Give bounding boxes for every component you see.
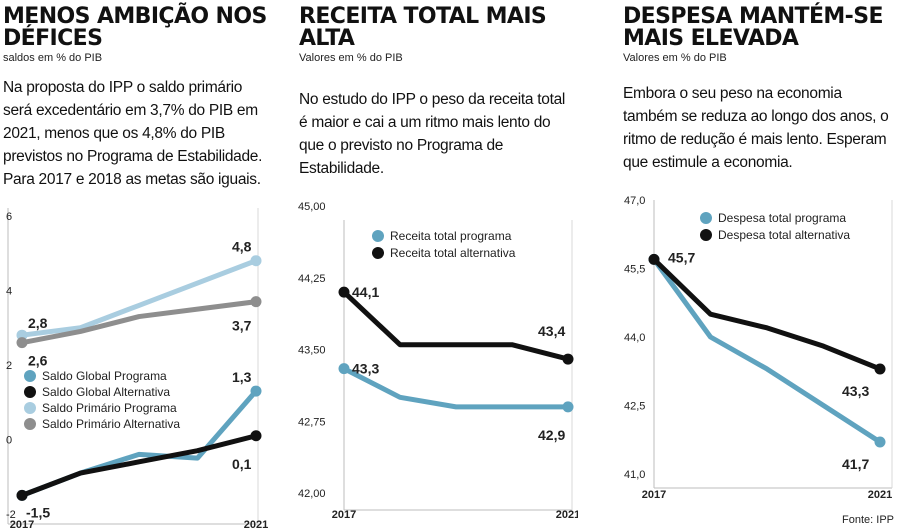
x-tick-label: 2017 <box>332 509 356 521</box>
series-line <box>341 366 571 410</box>
chart-description: Na proposta do IPP o saldo primário será… <box>3 79 263 188</box>
data-label: 4,8 <box>232 239 252 255</box>
data-point <box>874 436 886 448</box>
x-tick-label: 2021 <box>868 489 892 501</box>
x-tick-label: 2021 <box>244 519 268 531</box>
panel-deficit: MENOS AMBIÇÃO NOS DÉFICES saldos em % do… <box>0 0 280 532</box>
data-label: 43,4 <box>538 323 565 339</box>
y-tick-label: 45,00 <box>298 201 326 213</box>
y-tick-label: 42,75 <box>298 416 326 428</box>
legend-marker <box>24 418 36 430</box>
data-point <box>338 363 350 375</box>
legend-entry: Saldo Primário Alternativa <box>42 417 180 431</box>
y-tick-label: 44,25 <box>298 273 326 285</box>
chart-description: Embora o seu peso na economia também se … <box>623 85 889 171</box>
legend-entry: Despesa total alternativa <box>718 228 850 242</box>
y-tick-label: 42,5 <box>624 401 645 413</box>
series-line <box>651 256 883 372</box>
data-point <box>250 385 262 397</box>
y-tick-label: 43,50 <box>298 345 326 357</box>
legend-entry: Receita total alternativa <box>390 246 516 260</box>
data-label: 1,3 <box>232 369 252 385</box>
data-label: 2,8 <box>28 315 48 331</box>
series-line <box>19 299 259 346</box>
legend-marker <box>700 212 712 224</box>
legend-marker <box>372 230 384 242</box>
panel-receita: RECEITA TOTAL MAIS ALTA Valores em % do … <box>296 0 578 532</box>
chart-subtitle: Valores em % do PIB <box>623 52 727 64</box>
data-point <box>250 296 262 308</box>
chart-subtitle: saldos em % do PIB <box>3 52 103 64</box>
legend-marker <box>24 402 36 414</box>
data-label: 3,7 <box>232 318 252 334</box>
data-point <box>562 353 574 365</box>
data-label: -1,5 <box>26 504 50 520</box>
chart-receita: 42,00 42,75 43,50 44,25 45,00 2017 2021 43,3 42,… <box>298 201 578 521</box>
y-tick-label: 41,0 <box>624 469 645 481</box>
chart-title: RECEITA TOTAL MAIS ALTA <box>299 4 547 51</box>
y-tick-label: -2 <box>6 509 16 521</box>
y-tick-label: 44,0 <box>624 332 645 344</box>
data-point <box>338 286 350 298</box>
chart-despesa: 41,0 42,5 44,0 45,5 47,0 2017 2021 41,7 45,7 43,3… <box>624 195 893 501</box>
data-point <box>16 489 28 501</box>
data-label: 42,9 <box>538 427 565 443</box>
legend-entry: Saldo Primário Programa <box>42 401 177 415</box>
series-line <box>341 289 571 362</box>
x-tick-label: 2021 <box>556 509 578 521</box>
y-tick-label: 4 <box>6 286 12 298</box>
data-point <box>250 255 262 267</box>
chart-title: DESPESA MANTÉM-SE MAIS ELEVADA <box>623 4 883 51</box>
chart-title: MENOS AMBIÇÃO NOS DÉFICES <box>3 4 267 51</box>
data-point <box>562 401 574 413</box>
y-tick-label: 2 <box>6 360 12 372</box>
data-label: 45,7 <box>668 249 695 265</box>
series-line <box>19 258 259 338</box>
legend-marker <box>372 247 384 259</box>
series-line <box>19 433 259 498</box>
legend-marker <box>700 229 712 241</box>
data-point <box>16 337 28 349</box>
chart-subtitle: Valores em % do PIB <box>299 52 403 64</box>
data-label: 0,1 <box>232 456 252 472</box>
chart-description: No estudo do IPP o peso da receita total… <box>299 91 566 177</box>
legend-entry: Saldo Global Programa <box>42 369 167 383</box>
data-label: 44,1 <box>352 284 379 300</box>
data-label: 41,7 <box>842 456 869 472</box>
x-tick-label: 2017 <box>10 519 34 531</box>
data-label: 43,3 <box>842 383 869 399</box>
panel-despesa: DESPESA MANTÉM-SE MAIS ELEVADA Valores e… <box>620 0 900 532</box>
source-note: Fonte: IPP <box>842 514 894 526</box>
x-tick-label: 2017 <box>642 489 666 501</box>
legend-entry: Saldo Global Alternativa <box>42 385 170 399</box>
chart-saldos: -2 0 2 4 6 2017 2021 -1,5 1,3 0,1 2,8 4,8 2,6 3,7 Sald… <box>6 208 268 531</box>
y-tick-label: 0 <box>6 435 12 447</box>
data-point <box>250 430 262 442</box>
data-label: 43,3 <box>352 361 379 377</box>
data-label: 2,6 <box>28 353 48 369</box>
legend-marker <box>24 370 36 382</box>
legend-entry: Receita total programa <box>390 229 512 243</box>
legend-marker <box>24 386 36 398</box>
y-tick-label: 45,5 <box>624 264 645 276</box>
data-point <box>648 253 660 265</box>
data-point <box>874 363 886 375</box>
y-tick-label: 47,0 <box>624 195 645 207</box>
y-tick-label: 42,00 <box>298 488 326 500</box>
legend-entry: Despesa total programa <box>718 211 846 225</box>
y-tick-label: 6 <box>6 211 12 223</box>
series-line <box>651 256 883 445</box>
